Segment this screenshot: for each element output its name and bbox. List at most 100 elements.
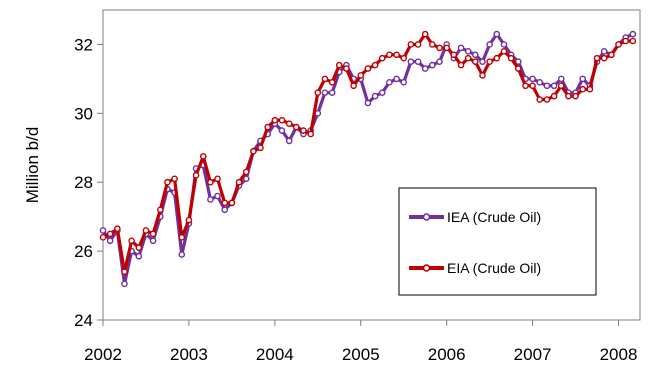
data-point — [271, 116, 279, 124]
data-point — [214, 175, 221, 183]
legend-box — [398, 187, 597, 296]
data-point — [328, 89, 336, 96]
data-point — [522, 82, 529, 90]
data-point — [600, 48, 608, 55]
data-point — [285, 120, 293, 127]
data-point — [278, 116, 286, 124]
data-point — [171, 175, 178, 183]
data-point — [407, 41, 415, 48]
data-point — [178, 251, 186, 258]
data-point — [235, 178, 243, 186]
data-point — [529, 75, 536, 83]
x-tick-label: 2008 — [600, 345, 638, 364]
data-point — [464, 48, 472, 55]
data-point — [264, 123, 272, 131]
data-point — [629, 37, 637, 45]
x-tick-label: 2004 — [256, 345, 294, 364]
data-point — [386, 79, 393, 86]
data-point — [421, 65, 429, 72]
data-point — [500, 48, 508, 55]
data-point — [464, 54, 472, 62]
data-point — [300, 127, 307, 134]
data-point — [99, 234, 107, 241]
data-point — [443, 44, 450, 52]
legend-marker-eia — [422, 264, 431, 272]
data-point — [178, 234, 186, 241]
data-point — [579, 85, 586, 93]
data-point — [250, 147, 257, 155]
data-point — [393, 51, 400, 59]
data-point — [214, 192, 221, 200]
data-point — [514, 65, 522, 72]
data-point — [121, 268, 128, 276]
data-point — [421, 30, 429, 38]
data-point — [608, 51, 615, 59]
data-point — [414, 58, 422, 65]
data-point — [199, 153, 207, 160]
data-point — [378, 54, 386, 62]
data-point — [493, 54, 501, 62]
data-point — [242, 168, 250, 176]
data-point — [242, 175, 250, 183]
data-point — [407, 58, 415, 65]
x-tick-label: 2005 — [342, 345, 380, 364]
data-point — [386, 51, 393, 59]
x-tick-label: 2006 — [428, 345, 466, 364]
data-point — [471, 51, 479, 59]
x-tick-label: 2003 — [170, 345, 208, 364]
data-point — [550, 82, 558, 90]
data-point — [371, 92, 379, 100]
legend-label-eia: EIA (Crude Oil) — [447, 260, 541, 276]
legend-label-iea: IEA (Crude Oil) — [447, 209, 541, 225]
y-axis-title: Million b/d — [23, 127, 42, 204]
data-point — [507, 54, 515, 62]
data-point — [536, 79, 544, 86]
data-point — [364, 99, 372, 107]
data-point — [393, 75, 400, 83]
data-point — [378, 89, 386, 96]
data-point — [500, 41, 508, 48]
data-point — [514, 58, 522, 65]
data-point — [457, 61, 465, 69]
data-point — [149, 237, 157, 245]
y-axis-ticks: 24 26 28 30 32 — [74, 35, 103, 330]
data-point — [207, 178, 214, 186]
data-point — [572, 92, 579, 100]
y-tick-label: 24 — [74, 311, 93, 330]
data-point — [493, 30, 501, 38]
data-point — [164, 178, 171, 186]
data-point — [128, 237, 135, 245]
data-point — [121, 280, 128, 288]
data-point — [135, 252, 143, 260]
data-point — [285, 137, 293, 145]
data-point — [321, 75, 329, 83]
data-point — [157, 206, 164, 214]
series-eia — [99, 30, 637, 276]
data-point — [543, 96, 551, 103]
data-point — [371, 61, 379, 69]
series-layer — [99, 30, 637, 288]
data-point — [400, 79, 408, 86]
data-point — [135, 244, 143, 251]
data-point — [278, 127, 286, 134]
data-point — [557, 82, 565, 90]
data-point — [114, 225, 121, 233]
legend-marker-iea — [422, 213, 431, 221]
y-tick-label: 26 — [74, 242, 93, 261]
data-point — [450, 51, 458, 59]
data-point — [293, 123, 300, 131]
data-point — [357, 72, 365, 79]
data-point — [228, 199, 236, 207]
data-point — [622, 37, 629, 45]
data-point — [429, 41, 436, 48]
data-point — [414, 41, 422, 48]
legend: IEA (Crude Oil) EIA (Crude Oil) — [398, 187, 597, 296]
data-point — [436, 44, 443, 52]
data-point — [593, 54, 601, 62]
data-point — [221, 206, 229, 214]
y-tick-label: 30 — [74, 104, 93, 123]
x-tick-label: 2007 — [514, 345, 552, 364]
data-point — [192, 172, 200, 179]
data-point — [328, 79, 336, 86]
